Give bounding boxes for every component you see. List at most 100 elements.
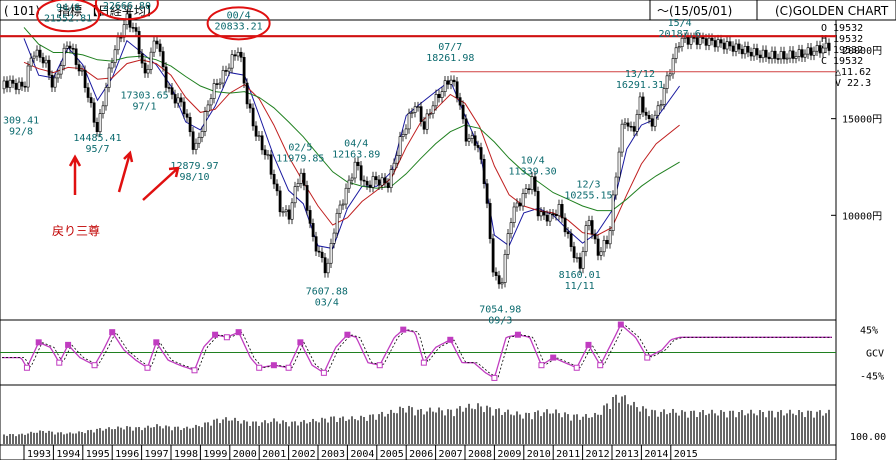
price-candle (596, 238, 600, 256)
price-candle (506, 233, 510, 255)
osc-peak-marker (35, 339, 42, 346)
price-candle (503, 254, 507, 283)
osc-trough-marker (56, 359, 63, 366)
price-candle (341, 203, 345, 206)
price-candle (23, 85, 27, 88)
price-candle (578, 257, 582, 269)
price-candle (518, 202, 522, 207)
price-candle (323, 257, 327, 274)
osc-tick-label: -45% (860, 371, 884, 382)
price-candle (770, 50, 774, 60)
price-candle (707, 37, 711, 46)
price-candle (524, 188, 528, 194)
price-candle (653, 114, 657, 127)
price-candle (248, 103, 252, 109)
price-annotation: 07/7 (438, 42, 462, 53)
price-candle (620, 123, 624, 153)
year-label: 2007 (439, 449, 463, 460)
price-candle (458, 97, 462, 106)
price-candle (350, 177, 354, 181)
price-candle (176, 97, 180, 104)
oscillator-lines (0, 321, 836, 381)
price-candle (152, 40, 156, 53)
osc-peak-marker (212, 331, 219, 338)
osc-trough-marker (538, 362, 545, 369)
price-candle (284, 209, 288, 213)
osc-trough-marker (644, 354, 651, 361)
price-candle (395, 155, 399, 164)
ohlc-readout: O 19532 H 19532 L 19532 C 19532 △11.62 V… (821, 23, 871, 89)
price-candle (227, 67, 231, 72)
price-candle (563, 217, 567, 233)
price-candle (209, 98, 213, 106)
price-candle (35, 49, 39, 57)
osc-peak-marker (585, 341, 592, 348)
price-candle (110, 62, 114, 69)
osc-trough-marker (23, 364, 30, 371)
price-candle (188, 116, 192, 133)
price-candle (692, 37, 696, 39)
price-candle (488, 203, 492, 239)
price-candle (587, 220, 591, 226)
price-candle (554, 214, 558, 217)
price-candle (101, 105, 105, 114)
price-candle (293, 186, 297, 204)
price-candle (752, 48, 756, 57)
price-candle (749, 51, 753, 57)
price-annotation: 11339.30 (509, 166, 557, 177)
price-candle (185, 113, 189, 118)
price-candle (314, 236, 318, 252)
price-candle (509, 222, 513, 234)
price-candle (347, 179, 351, 189)
price-candle (164, 66, 168, 88)
price-candle (416, 106, 420, 108)
price-candle (791, 50, 795, 59)
price-candle (356, 161, 360, 166)
remodori-label: 戻り三尊 (52, 223, 100, 238)
price-annotation: 10255.15 (564, 190, 612, 201)
price-candle (380, 177, 384, 186)
price-candle (719, 39, 723, 44)
price-candle (590, 220, 594, 235)
price-candle (434, 94, 438, 107)
price-candle (824, 42, 828, 49)
year-label: 2009 (497, 449, 521, 460)
price-candle (446, 80, 450, 85)
price-candle (410, 112, 414, 114)
price-candle (812, 50, 816, 56)
price-candle (800, 49, 804, 58)
price-candle (281, 211, 285, 214)
price-candle (275, 183, 279, 192)
price-candle (821, 47, 825, 54)
year-label: 1996 (115, 449, 139, 460)
price-candle (11, 79, 15, 84)
price-annotation: 98/10 (179, 172, 209, 183)
price-annotation: 7607.88 (306, 287, 348, 298)
price-annotation: 22666.80 (103, 1, 151, 12)
year-label: 2014 (644, 449, 668, 460)
price-candle (197, 136, 201, 144)
osc-trough-marker (573, 364, 580, 371)
price-candle (782, 51, 786, 60)
price-candle (224, 70, 228, 72)
price-candle (557, 204, 561, 217)
oscillator-signal-line (2, 324, 832, 379)
price-candle (359, 165, 363, 181)
year-label: 2008 (468, 449, 492, 460)
osc-trough-marker (256, 364, 263, 371)
price-candle (269, 154, 273, 175)
price-candle (755, 48, 759, 56)
price-candle (203, 111, 207, 132)
osc-peak-marker (65, 341, 72, 348)
price-candle (107, 67, 111, 88)
price-candle (698, 37, 702, 45)
price-candle (662, 88, 666, 105)
price-candle (674, 47, 678, 59)
price-candle (161, 51, 165, 68)
price-annotation: 20187.6 (659, 29, 701, 40)
price-candle (302, 172, 306, 186)
osc-peak-marker (617, 321, 624, 328)
price-candle (98, 113, 102, 133)
year-label: 2003 (321, 449, 345, 460)
price-candle (8, 79, 12, 88)
